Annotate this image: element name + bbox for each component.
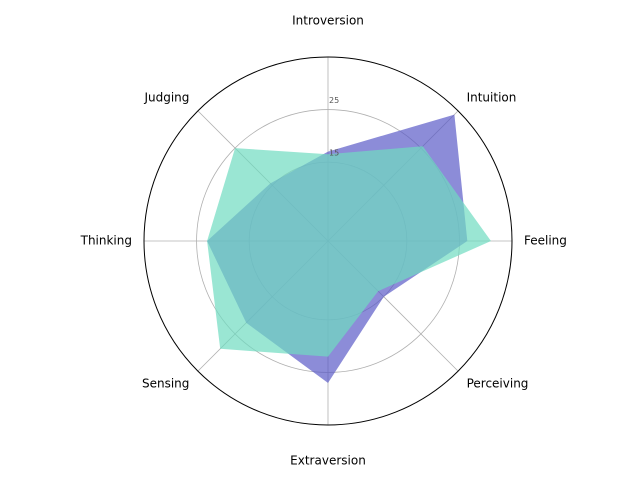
outer-frame [143, 56, 513, 426]
category-label: Feeling [524, 234, 567, 248]
category-label: Thinking [80, 234, 132, 248]
tick-label: 25 [329, 96, 339, 105]
category-label: Judging [143, 91, 189, 105]
series-area [207, 146, 491, 357]
category-label: Intuition [467, 91, 517, 105]
category-label: Sensing [142, 376, 189, 390]
category-label: Perceiving [467, 376, 529, 390]
tick-label: 15 [329, 149, 339, 158]
category-label: Extraversion [290, 454, 366, 468]
category-label: Introversion [292, 14, 364, 28]
